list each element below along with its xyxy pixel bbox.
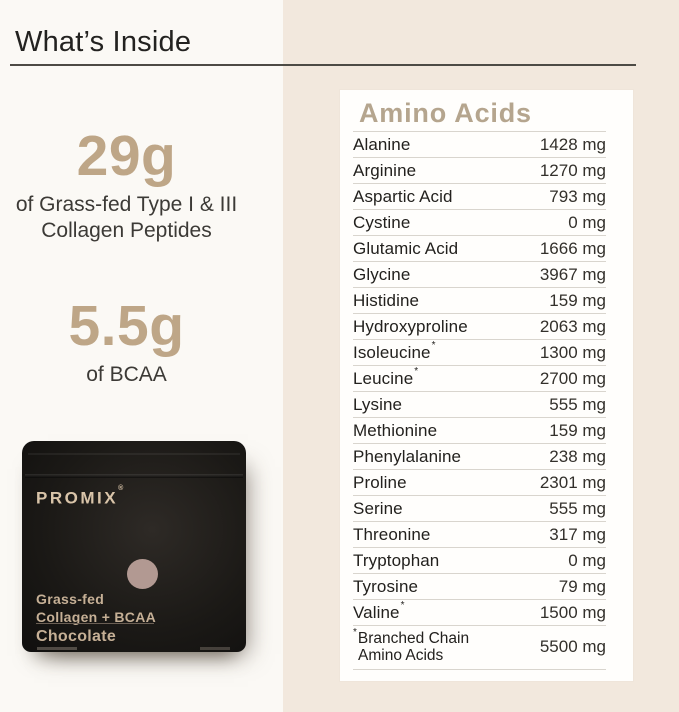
- bcaa-grams-value: 5.5g: [68, 294, 185, 358]
- amino-row: Tryptophan 0 mg: [353, 547, 606, 573]
- amino-row: Hydroxyproline 2063 mg: [353, 313, 606, 339]
- amino-amount: 2301 mg: [539, 472, 606, 492]
- amino-name: Phenylalanine: [353, 446, 462, 466]
- amino-row: Proline 2301 mg: [353, 469, 606, 495]
- bcaa-stat: 5.5g of BCAA: [0, 297, 253, 388]
- amino-name: Threonine: [353, 524, 431, 544]
- amino-row: Leucine* 2700 mg: [353, 365, 606, 391]
- amino-name: Aspartic Acid: [353, 186, 453, 206]
- fine-print-left: [37, 647, 77, 650]
- collagen-stat: 29g of Grass-fed Type I & III Collagen P…: [0, 127, 253, 244]
- amino-name: Glycine: [353, 264, 411, 284]
- amino-name: Valine*: [353, 599, 405, 622]
- amino-amount: 238 mg: [549, 446, 606, 466]
- product-name-line2: Collagen + BCAA: [36, 608, 157, 625]
- collagen-caption-line2: Collagen Peptides: [41, 219, 212, 242]
- amino-amount: 3967 mg: [539, 264, 606, 284]
- bag-divider-line: [36, 623, 154, 624]
- amino-row: Tyrosine 79 mg: [353, 573, 606, 599]
- amino-amount: 2700 mg: [539, 368, 606, 388]
- footnote-asterisk: *: [353, 626, 357, 638]
- amino-name: Cystine: [353, 212, 411, 232]
- product-bag-image: PROMIX® Grass-fed Collagen + BCAA Chocol…: [22, 441, 246, 652]
- amino-name: Tryptophan: [353, 550, 440, 570]
- amino-amount: 317 mg: [549, 524, 606, 544]
- amino-amount: 0 mg: [568, 212, 606, 232]
- amino-row: Serine 555 mg: [353, 495, 606, 521]
- amino-name: Isoleucine*: [353, 339, 436, 362]
- amino-name: Proline: [353, 472, 407, 492]
- amino-row: Valine* 1500 mg: [353, 599, 606, 625]
- amino-amount: 159 mg: [549, 290, 606, 310]
- title-underline: [10, 64, 636, 66]
- amino-row: Aspartic Acid 793 mg: [353, 183, 606, 209]
- bcaa-stat-caption: of BCAA: [86, 363, 167, 386]
- amino-footnote-row: *Branched Chain Amino Acids 5500 mg: [353, 625, 606, 670]
- amino-name: Lysine: [353, 394, 403, 414]
- amino-row: Lysine 555 mg: [353, 391, 606, 417]
- amino-amount: 159 mg: [549, 420, 606, 440]
- brand-logo: PROMIX®: [36, 485, 124, 508]
- amino-row: Glutamic Acid 1666 mg: [353, 235, 606, 261]
- fine-print-right: [200, 647, 230, 650]
- amino-name: Hydroxyproline: [353, 316, 468, 336]
- amino-amount: 1666 mg: [539, 238, 606, 258]
- amino-name: Arginine: [353, 160, 417, 180]
- amino-acids-card: Amino Acids Alanine 1428 mg Arginine 1270 m…: [339, 89, 634, 682]
- amino-name: Histidine: [353, 290, 420, 310]
- amino-amount: 1428 mg: [539, 134, 606, 154]
- bag-seal-line: [25, 474, 243, 478]
- footnote-line1: Branched Chain: [357, 630, 470, 647]
- bag-zipper-line: [28, 453, 240, 455]
- amino-amount: 1300 mg: [539, 342, 606, 362]
- flavor-label: Chocolate: [36, 628, 117, 645]
- amino-row: Cystine 0 mg: [353, 209, 606, 235]
- product-name: Grass-fed Collagen + BCAA: [36, 591, 156, 626]
- amino-amount: 793 mg: [549, 186, 606, 206]
- amino-amount: 555 mg: [549, 498, 606, 518]
- amino-acids-title: Amino Acids: [359, 98, 532, 128]
- amino-amount: 1270 mg: [539, 160, 606, 180]
- amino-row: Arginine 1270 mg: [353, 157, 606, 183]
- amino-name: Glutamic Acid: [353, 238, 459, 258]
- footnote-line2: Amino Acids: [358, 647, 444, 664]
- amino-name: Tyrosine: [353, 576, 419, 596]
- page-title: What’s Inside: [15, 26, 192, 58]
- amino-row: Glycine 3967 mg: [353, 261, 606, 287]
- registered-mark: ®: [118, 485, 124, 492]
- amino-row: Threonine 317 mg: [353, 521, 606, 547]
- amino-name: Methionine: [353, 420, 438, 440]
- collagen-stat-caption: of Grass-fed Type I & III Collagen Pepti…: [0, 192, 253, 244]
- amino-row: Alanine 1428 mg: [353, 131, 606, 157]
- amino-acids-table: Alanine 1428 mg Arginine 1270 mg Aspartic Ac…: [353, 131, 606, 670]
- amino-name: Serine: [353, 498, 403, 518]
- footnote-amount: 5500 mg: [539, 637, 606, 656]
- amino-amount: 0 mg: [568, 550, 606, 570]
- amino-row: Methionine 159 mg: [353, 417, 606, 443]
- amino-row: Isoleucine* 1300 mg: [353, 339, 606, 365]
- amino-rows: Alanine 1428 mg Arginine 1270 mg Aspartic Ac…: [353, 131, 606, 625]
- flavor-color-swatch: [127, 559, 158, 589]
- collagen-grams-value: 29g: [76, 124, 177, 188]
- product-name-line1: Grass-fed: [36, 591, 105, 607]
- amino-amount: 555 mg: [549, 394, 606, 414]
- amino-name: Leucine*: [353, 365, 419, 388]
- amino-amount: 1500 mg: [539, 602, 606, 622]
- amino-amount: 79 mg: [558, 576, 606, 596]
- collagen-caption-line1: of Grass-fed Type I & III: [15, 193, 238, 216]
- amino-amount: 2063 mg: [539, 316, 606, 336]
- footnote-label: *Branched Chain Amino Acids: [353, 626, 470, 664]
- amino-row: Histidine 159 mg: [353, 287, 606, 313]
- amino-name: Alanine: [353, 134, 411, 154]
- amino-row: Phenylalanine 238 mg: [353, 443, 606, 469]
